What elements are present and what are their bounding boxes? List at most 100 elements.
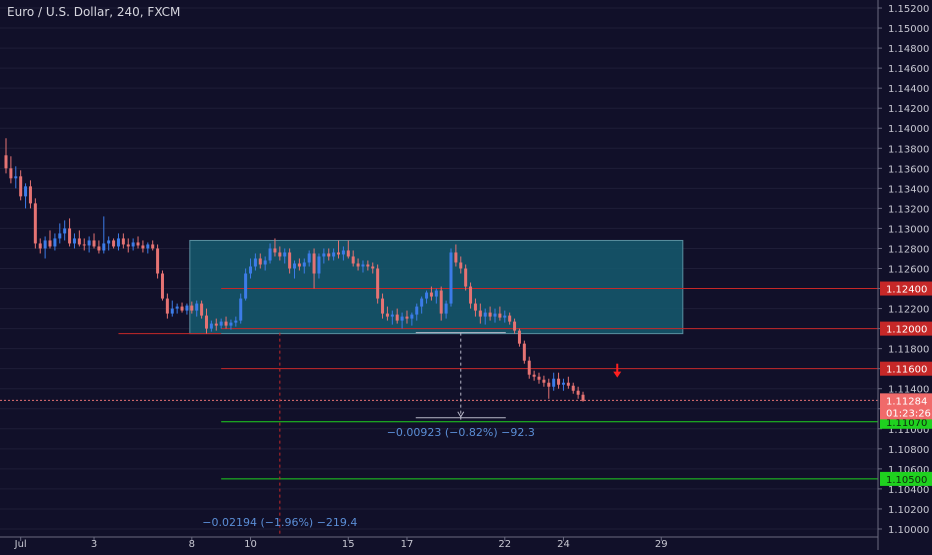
- price-tick-label: 1.14600: [888, 64, 929, 75]
- candle-body: [434, 290, 438, 297]
- time-tick-label: 8: [189, 539, 195, 550]
- candle-body: [87, 240, 91, 246]
- candle: [557, 372, 561, 389]
- candle: [293, 260, 297, 279]
- candle: [209, 320, 213, 332]
- candle: [219, 318, 223, 329]
- candle-body: [341, 250, 345, 255]
- candle-body: [366, 264, 370, 267]
- candle-body: [376, 268, 380, 299]
- sideways-zone: [189, 239, 684, 335]
- candle: [131, 238, 135, 251]
- candle-body: [33, 203, 37, 244]
- candle: [107, 236, 111, 251]
- candle-body: [547, 382, 551, 387]
- candle-body: [527, 360, 531, 375]
- candle: [165, 293, 169, 319]
- candle-body: [327, 253, 331, 257]
- price-tick-label: 1.15200: [888, 4, 929, 15]
- candle: [263, 256, 267, 271]
- price-axis: 1.15200 1.15000 1.14800 1.14600 1.14400 1.142…: [877, 0, 932, 550]
- candle-body: [77, 238, 81, 245]
- candle: [190, 301, 194, 314]
- candle: [239, 293, 243, 324]
- candle-body: [449, 252, 453, 304]
- candle: [439, 286, 443, 321]
- candle-body: [151, 244, 155, 249]
- candle: [405, 310, 409, 324]
- candle-body: [112, 240, 116, 247]
- candle-body: [253, 258, 257, 267]
- price-tick-label: 1.13200: [888, 204, 929, 215]
- price-tick-label: 1.13400: [888, 184, 929, 195]
- candle-body: [68, 228, 72, 244]
- current-price-label: 1.11284: [886, 396, 927, 407]
- measure-label: −0.00923 (−0.82%) −92.3: [387, 426, 535, 439]
- candle: [376, 264, 380, 304]
- candle-body: [200, 303, 204, 316]
- candle-body: [263, 260, 267, 265]
- chart-title: Euro / U.S. Dollar, 240, FXCM: [7, 5, 180, 19]
- candle-body: [209, 323, 213, 329]
- level-price-label: 1.11070: [886, 418, 927, 429]
- candle: [547, 378, 551, 399]
- candle-body: [38, 243, 42, 249]
- candle-body: [390, 314, 394, 317]
- candle: [175, 303, 179, 314]
- level-price-label: 1.10500: [886, 475, 927, 486]
- candle-body: [214, 323, 218, 326]
- candle: [297, 258, 301, 271]
- candle-body: [473, 303, 477, 311]
- candle: [126, 238, 130, 253]
- candle: [121, 233, 125, 249]
- candle-body: [229, 322, 233, 326]
- candle-body: [258, 258, 262, 265]
- candle: [244, 268, 248, 301]
- candle: [283, 248, 287, 264]
- candle: [464, 264, 468, 291]
- candle-body: [121, 238, 125, 245]
- candle: [82, 238, 86, 251]
- price-tick-label: 1.11000: [888, 425, 929, 436]
- candle: [151, 240, 155, 251]
- candle: [429, 286, 433, 301]
- candle-body: [439, 290, 443, 314]
- candle: [366, 260, 370, 271]
- candle: [381, 293, 385, 319]
- candle-body: [444, 303, 448, 314]
- candle: [9, 156, 13, 184]
- price-tick-label: 1.13600: [888, 164, 929, 175]
- price-tick-label: 1.14200: [888, 104, 929, 115]
- candle: [459, 256, 463, 274]
- candle-body: [82, 244, 86, 246]
- candle-body: [283, 252, 287, 257]
- candle-body: [97, 246, 101, 251]
- candle-body: [116, 238, 120, 247]
- candle-body: [156, 248, 160, 274]
- candle-body: [43, 240, 47, 249]
- price-tick-label: 1.11800: [888, 345, 929, 356]
- candle: [204, 308, 208, 334]
- candle-body: [4, 155, 8, 169]
- candle-body: [141, 245, 145, 249]
- candle: [434, 288, 438, 304]
- candle-body: [249, 266, 252, 274]
- candle: [258, 253, 262, 269]
- signal-arrow-down-icon: [613, 371, 622, 378]
- candle-body: [165, 298, 169, 314]
- measurements: −0.00923 (−0.82%) −92.3 −0.02194 (−1.96%)…: [202, 332, 622, 537]
- level-price-label: 1.12000: [886, 325, 927, 336]
- candle-body: [195, 303, 199, 311]
- candle-body: [400, 316, 404, 321]
- price-tick-label: 1.11400: [888, 385, 929, 396]
- candle-body: [58, 233, 62, 239]
- candle: [288, 248, 292, 274]
- candle-body: [464, 268, 468, 287]
- candle: [273, 238, 277, 257]
- candle-body: [566, 382, 570, 386]
- candle: [517, 328, 521, 347]
- candle-body: [244, 273, 248, 299]
- candle-body: [537, 376, 541, 380]
